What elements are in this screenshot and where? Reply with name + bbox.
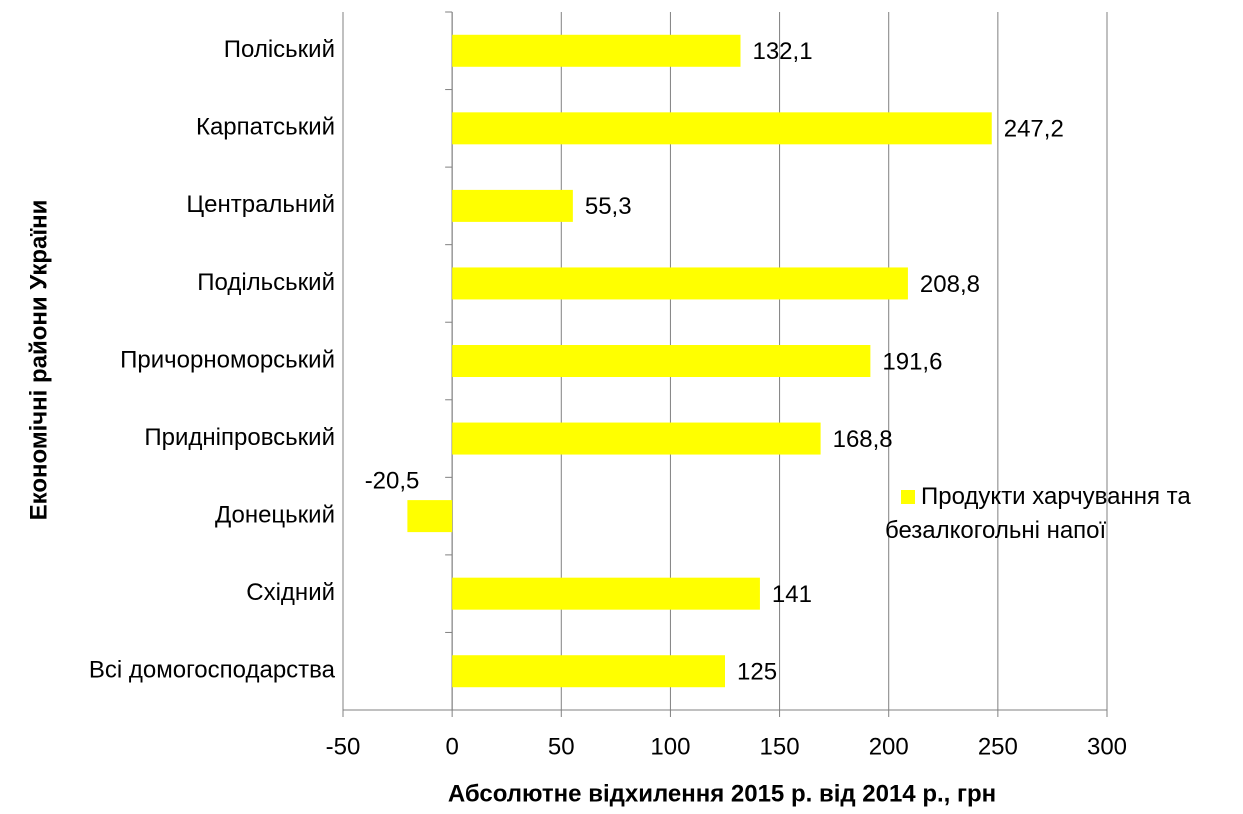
x-tick-label: 100 [650, 733, 690, 760]
legend-label: Продукти харчування та безалкогольні нап… [885, 483, 1191, 544]
value-label: 208,8 [920, 271, 980, 298]
value-label: 55,3 [585, 193, 632, 220]
value-label: -20,5 [365, 467, 420, 494]
y-tick-label: Центральний [186, 191, 335, 218]
bar [452, 189, 573, 222]
bar [452, 577, 760, 610]
value-label: 191,6 [882, 348, 942, 375]
bar [407, 500, 453, 533]
value-label: 132,1 [752, 38, 812, 65]
value-label: 141 [772, 581, 812, 608]
bar [452, 345, 871, 377]
x-tick-label: -50 [326, 733, 361, 760]
legend: Продукти харчування та безалкогольні нап… [885, 480, 1225, 548]
bar [452, 267, 908, 300]
bar [452, 34, 741, 67]
x-axis-title: Абсолютне відхилення 2015 р. від 2014 р.… [448, 780, 996, 807]
bar [452, 422, 821, 455]
x-tick-label: 0 [445, 733, 458, 760]
y-tick-label: Причорноморський [120, 346, 335, 373]
y-tick-label: Всі домогосподарства [89, 657, 336, 684]
x-tick-label: 250 [978, 733, 1018, 760]
y-tick-label: Поліський [224, 36, 335, 63]
y-tick-label: Подільський [197, 269, 335, 296]
x-tick-label: 200 [869, 733, 909, 760]
y-tick-label: Карпатський [196, 114, 335, 141]
legend-swatch [901, 490, 915, 504]
y-tick-label: Донецький [215, 501, 335, 528]
value-label: 168,8 [833, 426, 893, 453]
x-tick-label: 50 [548, 733, 575, 760]
bar [452, 112, 992, 145]
value-label: 125 [737, 659, 777, 686]
x-tick-label: 150 [760, 733, 800, 760]
y-tick-label: Східний [246, 579, 335, 606]
y-axis-title: Економічні райони України [25, 200, 52, 521]
bar [452, 655, 725, 688]
y-tick-label: Придніпровський [144, 424, 335, 451]
x-tick-label: 300 [1087, 733, 1127, 760]
value-label: 247,2 [1004, 116, 1064, 143]
